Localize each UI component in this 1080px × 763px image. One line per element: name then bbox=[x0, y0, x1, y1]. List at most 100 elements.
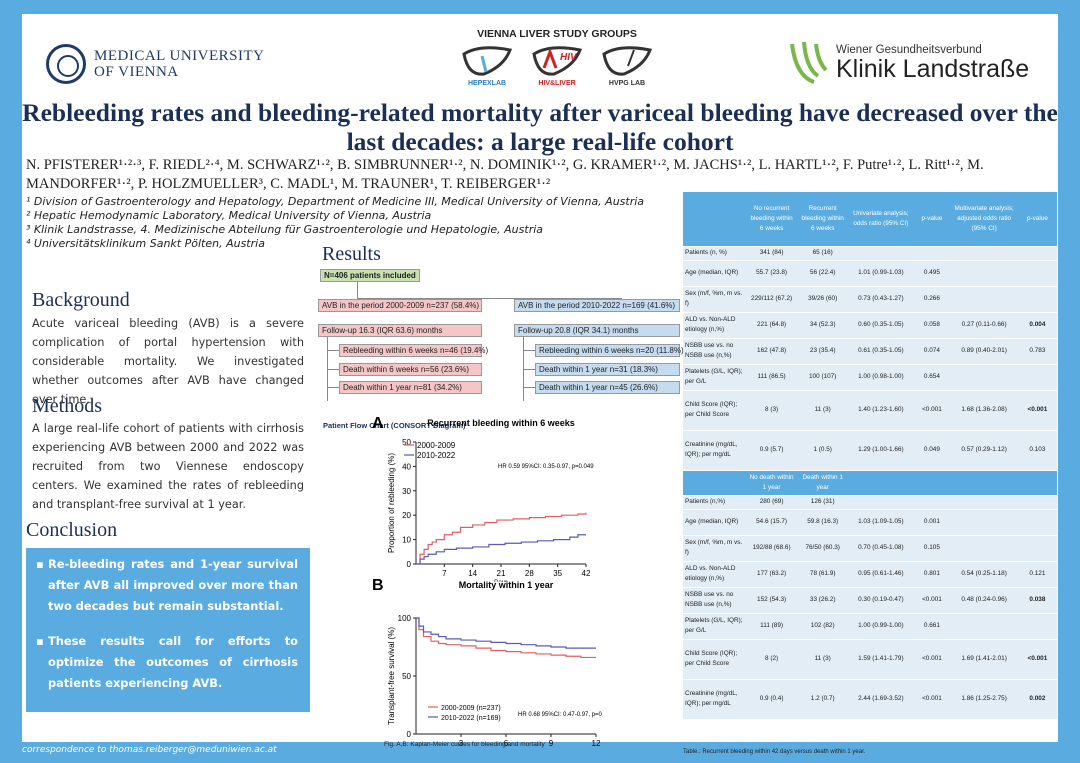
table-cell bbox=[913, 246, 951, 261]
table-cell: 0.9 (0.4) bbox=[746, 679, 798, 720]
x-tick-label: 9 bbox=[549, 739, 554, 748]
table-cell: Sex (m/f, %m, m vs. f) bbox=[683, 286, 747, 313]
table-row: ALD vs. Non-ALD etiology (n,%) 177 (63.2)… bbox=[683, 561, 1057, 588]
table-cell: 54.6 (15.7) bbox=[746, 509, 798, 536]
klinik-subtitle: Wiener Gesundheitsverbund bbox=[836, 44, 982, 56]
km-curve bbox=[416, 534, 586, 565]
table-header: Multivariate analysis; adjusted odds rat… bbox=[950, 192, 1018, 247]
table-cell: 102 (82) bbox=[797, 613, 849, 640]
table-cell bbox=[950, 509, 1018, 536]
y-tick-label: 20 bbox=[402, 511, 411, 520]
flow-outcome-box: Death within 6 weeks n=56 (23.6%) bbox=[339, 363, 482, 376]
results-heading: Results bbox=[322, 243, 381, 265]
x-tick-label: 28 bbox=[525, 569, 534, 578]
y-axis-label: Transplant-free survival (%) bbox=[387, 627, 396, 725]
table-cell: Creatinine (mg/dL, IQR); per mg/dL bbox=[683, 430, 747, 471]
affiliation: ³ Klinik Landstrasse, 4. Medizinische Ab… bbox=[26, 223, 544, 236]
table-row: Creatinine (mg/dL, IQR); per mg/dL 0.9 (5… bbox=[683, 430, 1057, 471]
table-cell: 0.89 (0.40-2.01) bbox=[950, 338, 1018, 365]
table-cell: 78 (61.9) bbox=[797, 561, 849, 588]
x-tick-label: 42 bbox=[582, 569, 591, 578]
table-cell: 8 (3) bbox=[746, 390, 798, 431]
table-subheader bbox=[1017, 470, 1057, 496]
table-cell bbox=[1017, 286, 1057, 313]
liver-ribbon-icon: HIV bbox=[532, 46, 583, 76]
table-cell bbox=[950, 286, 1018, 313]
legend-label: 2000-2009 bbox=[417, 441, 456, 450]
correspondence: correspondence to thomas.reiberger@medun… bbox=[22, 745, 277, 755]
legend-label: 2000-2009 (n=237) bbox=[441, 705, 501, 712]
methods-text: A large real-life cohort of patients wit… bbox=[32, 422, 304, 511]
x-axis-label: Days bbox=[494, 580, 508, 582]
vls-title: VIENNA LIVER STUDY GROUPS bbox=[477, 28, 637, 40]
table-cell: 8 (2) bbox=[746, 639, 798, 680]
table-cell: 0.27 (0.11-0.66) bbox=[950, 312, 1018, 339]
table-cell: 0.30 (0.19-0.47) bbox=[848, 587, 914, 614]
table-cell: 1.40 (1.23-1.60) bbox=[848, 390, 914, 431]
table-cell: 0.57 (0.29-1.12) bbox=[950, 430, 1018, 471]
table-row: Sex (m/f, %m, m vs. f) 229/112 (67.2) 39/2… bbox=[683, 286, 1057, 313]
conclusion-box: Re-bleeding rates and 1-year survival af… bbox=[26, 548, 310, 712]
table-cell bbox=[1017, 364, 1057, 391]
table-cell: 0.038 bbox=[1017, 587, 1057, 614]
affiliations: ¹ Division of Gastroenterology and Hepat… bbox=[26, 195, 644, 251]
table-cell: NSBB use vs. no NSBB use (n,%) bbox=[683, 587, 747, 614]
table-cell: 1.29 (1.00-1.66) bbox=[848, 430, 914, 471]
table-cell: Platelets (G/L, IQR); per G/L bbox=[683, 613, 747, 640]
background-text: Acute variceal bleeding (AVB) is a sever… bbox=[32, 317, 304, 406]
table-cell: Creatinine (mg/dL, IQR); per mg/dL bbox=[683, 679, 747, 720]
table-cell bbox=[848, 495, 914, 510]
table-cell: 0.654 bbox=[913, 364, 951, 391]
x-tick-label: 3 bbox=[459, 739, 464, 748]
table-cell: 162 (47.8) bbox=[746, 338, 798, 365]
meduni-seal-icon bbox=[46, 44, 86, 84]
hepexlab-label: HEPEXLAB bbox=[467, 80, 507, 87]
table-cell bbox=[1017, 246, 1057, 261]
table-cell: 0.54 (0.25-1.18) bbox=[950, 561, 1018, 588]
table-cell: 111 (89) bbox=[746, 613, 798, 640]
table-cell: 0.801 bbox=[913, 561, 951, 588]
table-cell: 221 (64.8) bbox=[746, 312, 798, 339]
table-cell: <0.001 bbox=[913, 587, 951, 614]
x-tick-label: 12 bbox=[592, 739, 601, 748]
flow-caption: Patient Flow Chart (CONSORT Diagram) bbox=[323, 421, 466, 430]
km-chart-a: A Recurrent bleeding within 6 weeks 0 10 20 3… bbox=[372, 415, 594, 582]
x-tick-label: 7 bbox=[442, 569, 447, 578]
methods-heading: Methods bbox=[32, 395, 102, 417]
table-cell: Sex (m/f, %m, m vs. f) bbox=[683, 535, 747, 562]
table-row: Child Score (IQR); per Child Score 8 (2) 1… bbox=[683, 639, 1057, 680]
klinik-name: Klinik Landstraße bbox=[836, 55, 1030, 83]
table-cell: 59.8 (16.3) bbox=[797, 509, 849, 536]
table-cell: <0.001 bbox=[1017, 639, 1057, 680]
flow-outcome-box: Death within 1 year n=81 (34.2%) bbox=[339, 381, 482, 394]
conclusion-heading: Conclusion bbox=[26, 519, 118, 541]
flow-period-1-box: AVB in the period 2000-2009 n=237 (58.4%… bbox=[318, 299, 482, 312]
klinik-logo: Wiener Gesundheitsverbund Klinik Landstr… bbox=[788, 40, 1029, 86]
table-header: Recurrent bleeding within 6 weeks bbox=[797, 192, 849, 247]
table-subheader bbox=[683, 470, 747, 496]
table-header: p-value bbox=[1017, 192, 1057, 247]
table-cell: 0.121 bbox=[1017, 561, 1057, 588]
conclusion-item: These results call for efforts to optimi… bbox=[36, 631, 298, 694]
table-cell bbox=[1017, 613, 1057, 640]
poster-title: Rebleeding rates and bleeding-related mo… bbox=[22, 98, 1058, 156]
table-cell: 152 (54.3) bbox=[746, 587, 798, 614]
table-cell bbox=[950, 246, 1018, 261]
table-cell: 0.103 bbox=[1017, 430, 1057, 471]
figure-caption: Fig. A,B: Kaplan-Meier curves for bleedi… bbox=[384, 741, 545, 748]
table-subheader: No death within 1 year bbox=[746, 470, 798, 496]
flow-period-2-box: AVB in the period 2010-2022 n=169 (41.6%… bbox=[514, 299, 680, 312]
table-cell: 1 (0.5) bbox=[797, 430, 849, 471]
y-tick-label: 30 bbox=[402, 487, 411, 496]
table-cell: 39/26 (60) bbox=[797, 286, 849, 313]
panel-label: A bbox=[372, 415, 384, 432]
table-cell bbox=[1017, 509, 1057, 536]
table-cell: 0.61 (0.35-1.05) bbox=[848, 338, 914, 365]
table-cell: 11 (3) bbox=[797, 390, 849, 431]
affiliation: ⁴ Universitätsklinikum Sankt Pölten, Aus… bbox=[26, 237, 265, 250]
table-cell: 0.049 bbox=[913, 430, 951, 471]
table-cell: 0.70 (0.45-1.08) bbox=[848, 535, 914, 562]
table-cell: 0.73 (0.43-1.27) bbox=[848, 286, 914, 313]
table-header: Univariate analysis; odds ratio (95% CI) bbox=[848, 192, 914, 247]
